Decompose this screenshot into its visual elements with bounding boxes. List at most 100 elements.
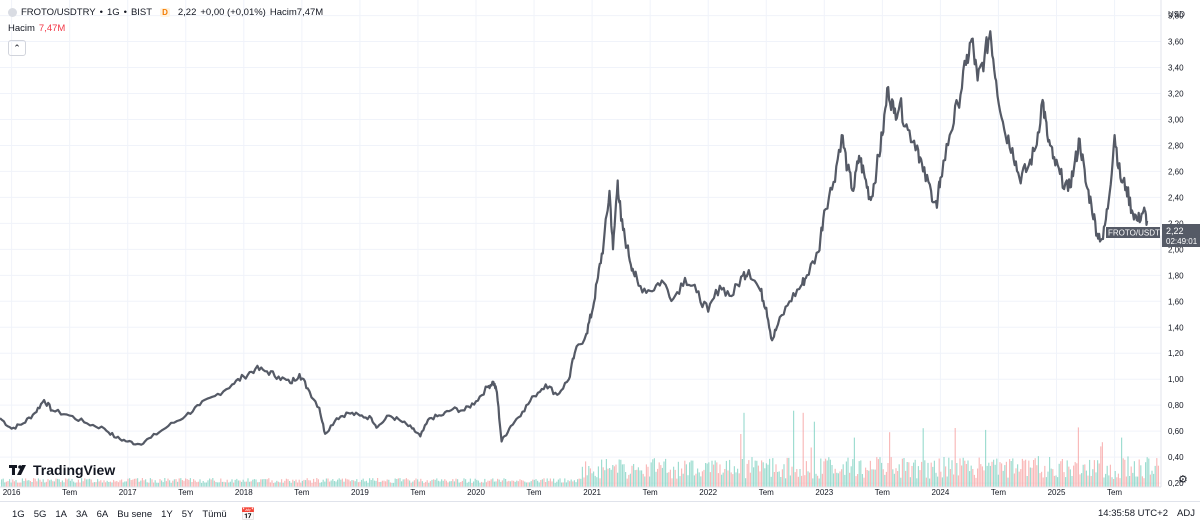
volume-bar [1005,461,1007,487]
range-5y-button[interactable]: 5Y [181,508,194,520]
settings-icon[interactable]: ⚙ [1178,474,1188,486]
volume-bar [753,467,755,487]
range-6a-button[interactable]: 6A [96,508,109,520]
collapse-legend-button[interactable]: ⌃ [8,40,26,56]
range-3a-button[interactable]: 3A [76,508,88,520]
volume-bar [521,480,523,487]
volume-bar [719,464,721,487]
volume-bar [980,464,982,487]
volume-bar [241,481,243,487]
volume-bar [921,461,923,487]
volume-bar [805,461,807,487]
delayed-badge[interactable]: D [160,8,170,17]
volume-bar [145,479,147,487]
volume-bar [178,478,180,487]
y-tick-label: 2,80 [1168,141,1184,150]
volume-bar [418,481,420,487]
range-1a-button[interactable]: 1A [55,508,67,520]
range-1y-button[interactable]: 1Y [161,508,173,520]
volume-bar [842,464,844,487]
volume-bar [332,479,334,487]
volume-bar [551,481,553,487]
volume-bar [802,412,804,487]
calendar-icon[interactable]: 📅 [240,507,256,521]
volume-bar [361,479,363,487]
volume-bar [477,480,479,487]
volume-bar [338,478,340,487]
volume-bar [426,480,428,487]
volume-bar [458,482,460,487]
volume-bar [617,472,619,487]
volume-bar [495,481,497,487]
range-1g-button[interactable]: 1G [12,508,25,520]
volume-bar [561,482,563,487]
volume-bar [999,462,1001,487]
volume-bar [642,473,644,487]
volume-bar [588,466,590,487]
volume-bar [28,480,30,487]
time-axis[interactable]: 2016 Tem 2017 Tem 2018 Tem 2019 Tem 2020 Tem 2021 T… [3,488,1123,497]
volume-bar [916,478,918,487]
volume-bar [757,465,759,487]
range-ytd-button[interactable]: Bu sene [117,508,153,520]
volume-bar [681,468,683,487]
clock[interactable]: 14:35:58 UTC+2 [1098,508,1168,519]
volume-bar [386,479,388,487]
y-tick-label: 1,40 [1168,323,1184,332]
currency-label: USD [1168,10,1185,19]
volume-bar [1151,470,1153,487]
volume-bar [151,479,153,487]
volume-bar [233,482,235,487]
volume-bar [685,464,687,487]
volume-bar [226,479,228,487]
price-axis[interactable]: 0,20 0,40 0,60 0,80 1,00 1,20 1,40 1,60 1,80 2,00… [1168,12,1184,489]
volume-bar [874,469,876,487]
volume-bar [925,477,927,487]
volume-bar [1081,473,1083,487]
volume-bar [581,466,583,487]
volume-bar [98,481,100,487]
volume-bar [327,478,329,487]
volume-bar [977,468,979,487]
volume-bar [1085,470,1087,487]
volume-bar [444,479,446,487]
volume-bar [706,463,708,487]
tradingview-logo[interactable]: TradingView [9,462,115,478]
volume-bar [964,460,966,487]
volume-bar [890,457,892,487]
volume-bar [636,469,638,487]
volume-bar [357,482,359,487]
volume-bar [1055,475,1057,487]
volume-bar [362,478,364,487]
volume-bar [620,459,622,487]
volume-bar [868,470,870,487]
volume-bar [484,478,486,487]
x-tick-label: Tem [1107,488,1122,497]
interval[interactable]: 1G [106,7,120,18]
volume-bar [845,461,847,487]
volume-bar [183,480,185,487]
volume-bar [12,479,14,487]
volume-bar [284,480,286,487]
volume-bar [453,481,455,487]
x-tick-label: 2020 [467,488,485,497]
volume-bar [269,482,271,487]
volume-bar [93,482,95,487]
volume-bar [460,482,462,487]
symbol-name[interactable]: FROTO/USDTRY [21,7,96,18]
volume-bar [996,458,998,487]
volume-bar [545,482,547,487]
volume-bar [601,459,603,487]
range-all-button[interactable]: Tümü [202,508,227,520]
volume-bar [191,482,193,487]
adj-button[interactable]: ADJ [1177,508,1195,519]
volume-bar [394,478,396,487]
volume-bar [44,482,46,487]
volume-bar [660,465,662,487]
volume-bar [612,465,614,487]
volume-bar [437,480,439,487]
range-5g-button[interactable]: 5G [33,508,47,520]
volume-bar [273,483,275,487]
volume-legend[interactable]: Hacim 7,47M [8,23,65,34]
